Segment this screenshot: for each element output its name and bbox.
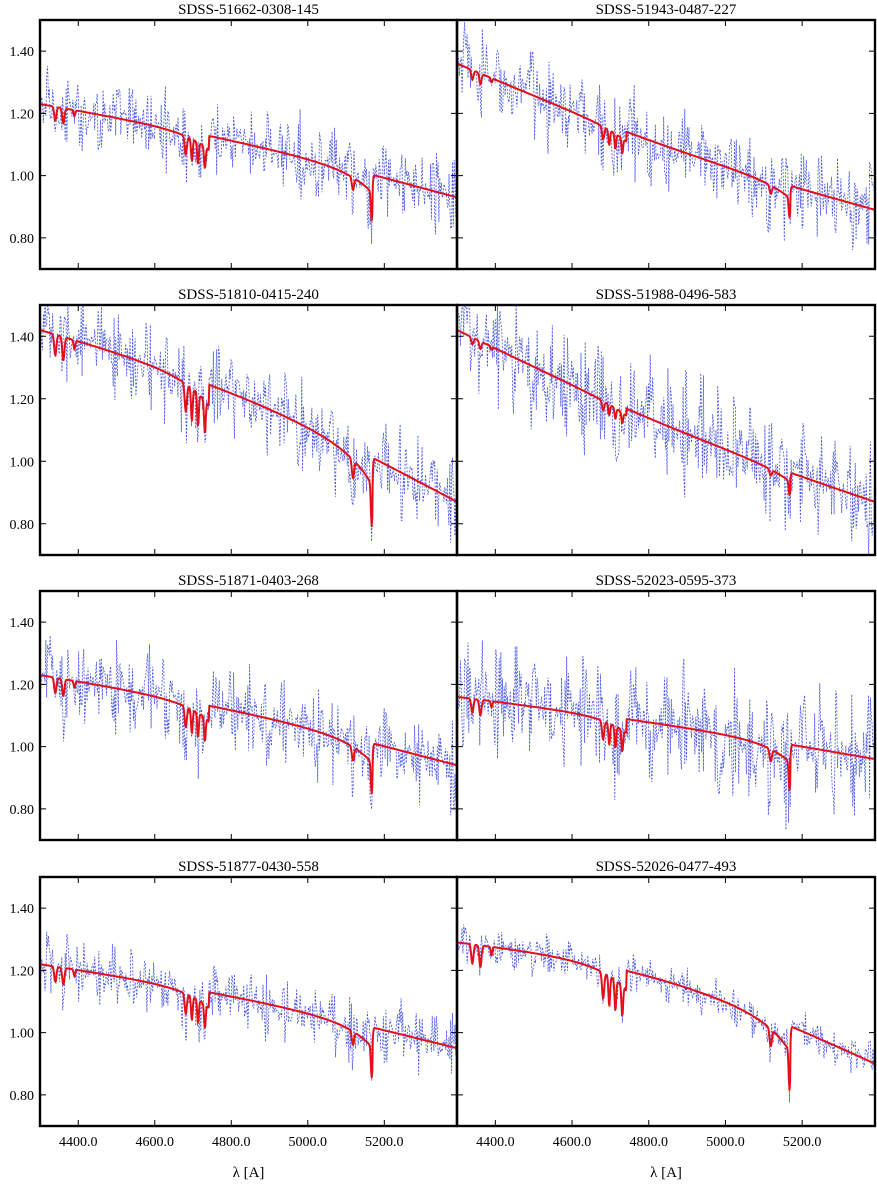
x-tick-label: 4400.0 (476, 1135, 515, 1150)
y-tick-label: 1.00 (10, 455, 35, 470)
y-tick-label: 1.00 (10, 1027, 35, 1042)
model-spectrum-line (40, 329, 457, 528)
panel-title: SDSS-51988-0496-583 (596, 287, 737, 303)
observed-spectrum-line (40, 305, 457, 543)
observed-spectrum-line (40, 65, 457, 244)
spectrum-panel: SDSS-51810-0415-240 0.80 1.00 1.20 1.40 (10, 287, 459, 557)
panel-title: SDSS-51943-0487-227 (596, 2, 737, 18)
panel-frame (455, 875, 877, 1128)
y-tick-label: 0.80 (10, 803, 35, 818)
panel-frame (38, 875, 459, 1128)
y-tick-label: 1.20 (10, 964, 35, 979)
x-axis-label: λ [A] (233, 1165, 265, 1181)
y-tick-label: 0.80 (10, 232, 35, 247)
x-tick-label: 4800.0 (629, 1135, 668, 1150)
y-tick-label: 0.80 (10, 1089, 35, 1104)
model-spectrum-line (457, 941, 875, 1091)
model-spectrum-line (457, 695, 875, 792)
spectrum-panel: SDSS-51943-0487-227 (455, 2, 877, 271)
y-tick-label: 1.00 (10, 170, 35, 185)
x-tick-label: 4400.0 (59, 1135, 98, 1150)
observed-spectrum-line (457, 640, 875, 830)
panel-title: SDSS-51877-0430-558 (178, 859, 319, 875)
x-tick-label: 5000.0 (289, 1135, 328, 1150)
model-spectrum-line (40, 103, 457, 222)
spectrum-panel: SDSS-51871-0403-268 0.80 1.00 1.20 1.40 (10, 573, 459, 842)
x-tick-label: 5000.0 (706, 1135, 745, 1150)
model-spectrum-line (40, 963, 457, 1079)
panel-title: SDSS-51662-0308-145 (178, 2, 319, 18)
x-tick-label: 4800.0 (212, 1135, 251, 1150)
y-tick-label: 1.40 (10, 902, 35, 917)
y-tick-label: 1.20 (10, 107, 35, 122)
y-tick-label: 1.20 (10, 678, 35, 693)
observed-spectrum-line (457, 22, 875, 251)
x-axis-label: λ [A] (650, 1165, 682, 1181)
x-tick-label: 4600.0 (553, 1135, 592, 1150)
x-tick-label: 5200.0 (365, 1135, 404, 1150)
y-tick-label: 1.00 (10, 741, 35, 756)
spectrum-panel: SDSS-52023-0595-373 (455, 573, 877, 842)
panel-title: SDSS-51871-0403-268 (178, 573, 319, 589)
x-tick-label: 4600.0 (136, 1135, 175, 1150)
model-spectrum-line (457, 62, 875, 219)
panel-frame (455, 18, 877, 271)
panel-frame (38, 303, 459, 557)
bottom-axis-layer: 4400.0 4600.0 4800.0 5000.0 5200.0 λ [A] 4400.… (59, 1135, 821, 1181)
x-tick-label: 5200.0 (783, 1135, 822, 1150)
panel-title: SDSS-51810-0415-240 (178, 287, 319, 303)
y-tick-label: 1.40 (10, 616, 35, 631)
spectrum-panel: SDSS-52026-0477-493 (455, 859, 877, 1128)
y-tick-label: 0.80 (10, 518, 35, 533)
panels-layer: SDSS-51662-0308-1450.801.001.201.40SDSS-… (10, 2, 877, 1128)
y-tick-label: 1.40 (10, 330, 35, 345)
model-spectrum-line (40, 674, 457, 795)
spectrum-panel: SDSS-51662-0308-145 0.80 1.00 1.20 1.40 (10, 2, 459, 271)
y-tick-label: 1.40 (10, 45, 35, 60)
observed-spectrum-line (457, 924, 875, 1103)
panel-frame (455, 303, 877, 557)
spectrum-panel: SDSS-51877-0430-558 0.80 1.00 1.20 1.40 (10, 859, 459, 1128)
panel-frame (455, 589, 877, 842)
panel-title: SDSS-52023-0595-373 (596, 573, 737, 589)
observed-spectrum-line (457, 305, 875, 555)
observed-spectrum-line (40, 931, 457, 1081)
spectrum-panel: SDSS-51988-0496-583 (455, 287, 877, 557)
observed-spectrum-line (40, 635, 457, 816)
model-spectrum-line (457, 329, 875, 503)
y-tick-label: 1.20 (10, 393, 35, 408)
panel-title: SDSS-52026-0477-493 (596, 859, 737, 875)
